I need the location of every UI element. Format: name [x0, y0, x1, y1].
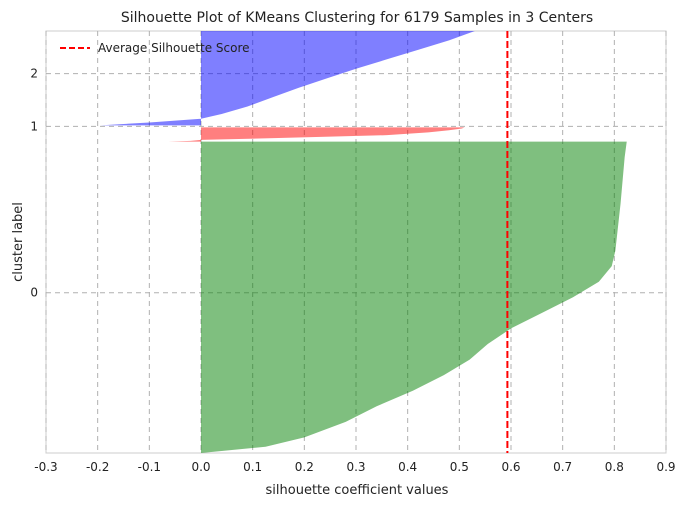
- cluster-2-silhouette: [100, 31, 475, 126]
- y-tick-label: 0: [30, 286, 38, 300]
- x-tick-label: 0.9: [656, 460, 675, 474]
- x-tick-label: -0.1: [138, 460, 161, 474]
- x-tick-label: 0.2: [295, 460, 314, 474]
- cluster-1-silhouette: [168, 127, 465, 142]
- y-axis-label: cluster label: [11, 202, 26, 282]
- x-ticks: -0.3 -0.2 -0.1 0.0 0.1 0.2 0.3 0.4 0.5 0.6 0.7 0.8 0…: [34, 460, 675, 474]
- y-ticks: 0 1 2: [30, 67, 38, 300]
- chart-title: Silhouette Plot of KMeans Clustering for…: [121, 10, 593, 26]
- legend: Average Silhouette Score: [60, 41, 250, 55]
- x-tick-label: 0.5: [450, 460, 469, 474]
- x-tick-label: 0.7: [553, 460, 572, 474]
- legend-label: Average Silhouette Score: [98, 41, 250, 55]
- x-tick-label: 0.8: [605, 460, 624, 474]
- x-axis-label: silhouette coefficient values: [266, 483, 449, 498]
- cluster-areas: [100, 31, 627, 453]
- x-tick-label: 0.6: [501, 460, 520, 474]
- x-tick-label: 0.0: [191, 460, 210, 474]
- x-tick-label: 0.4: [398, 460, 417, 474]
- x-tick-label: -0.3: [34, 460, 57, 474]
- y-tick-label: 2: [30, 67, 38, 81]
- x-tick-label: -0.2: [86, 460, 109, 474]
- x-tick-label: 0.3: [346, 460, 365, 474]
- cluster-0-silhouette: [201, 141, 627, 453]
- y-tick-label: 1: [30, 119, 38, 133]
- x-tick-label: 0.1: [243, 460, 262, 474]
